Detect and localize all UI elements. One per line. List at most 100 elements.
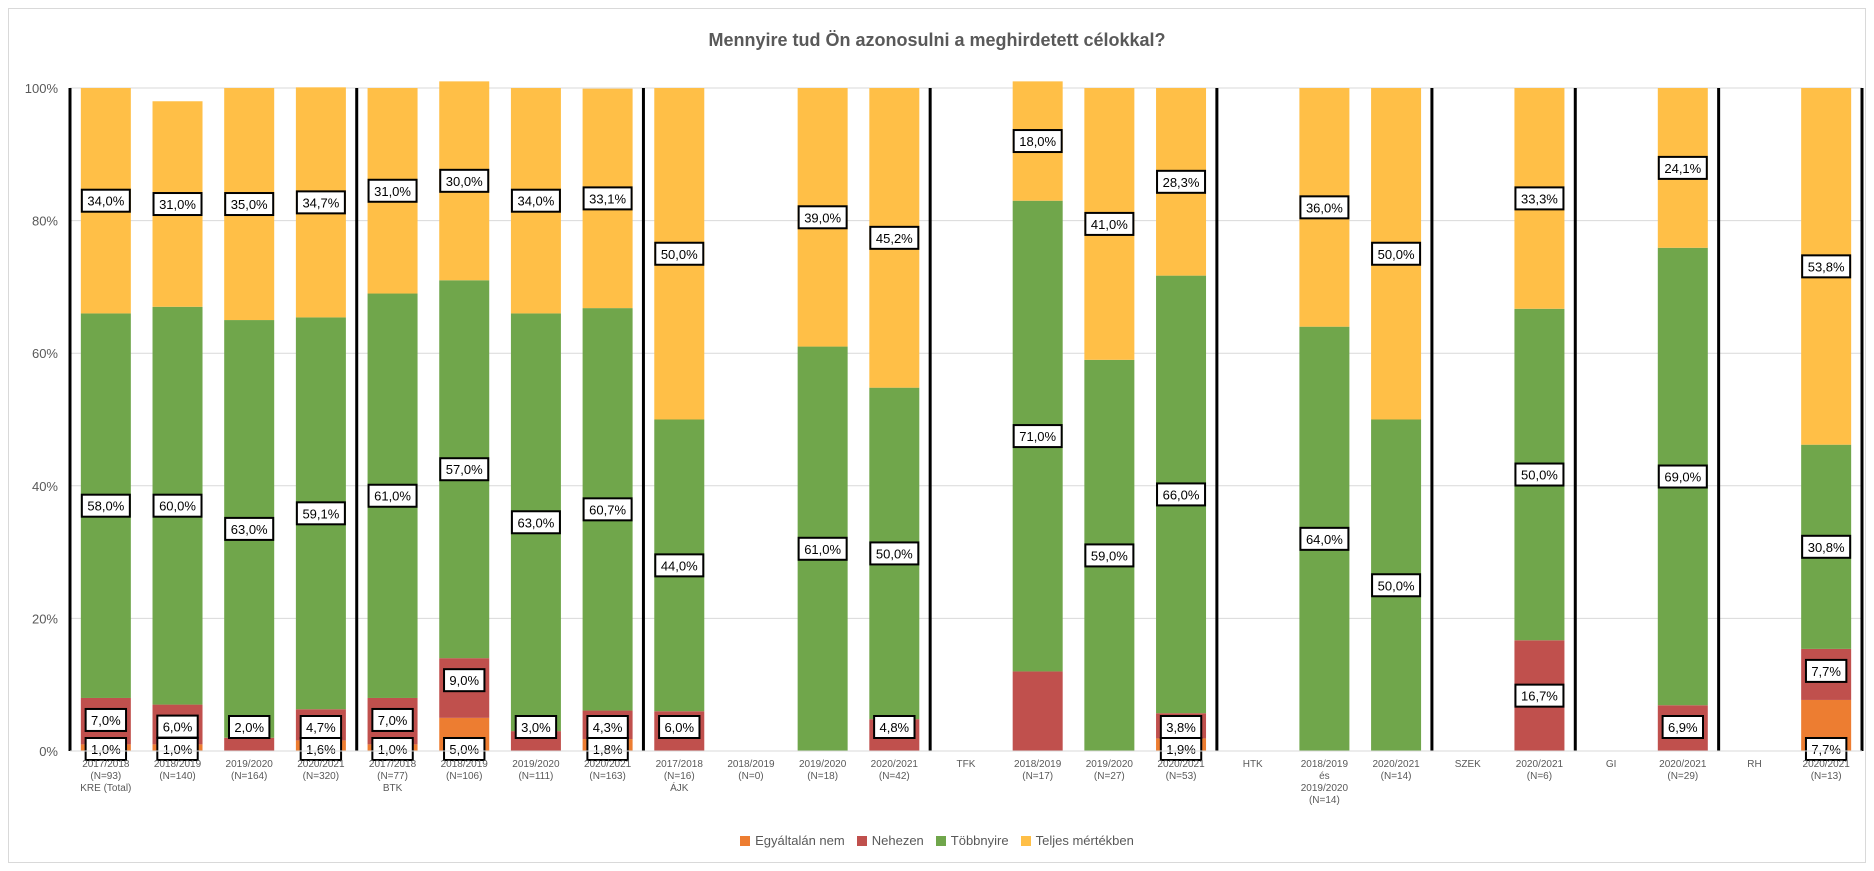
data-label: 1,8% — [593, 742, 623, 757]
data-label: 57,0% — [446, 462, 483, 477]
data-label-box — [371, 737, 414, 761]
data-label-box — [654, 241, 705, 266]
data-label-box — [1012, 129, 1063, 154]
data-label-box — [654, 553, 705, 578]
data-label-box — [1159, 715, 1203, 739]
data-label: 61,0% — [804, 542, 841, 557]
data-label: 31,0% — [374, 184, 411, 199]
data-label: 6,0% — [664, 720, 694, 735]
data-label-box — [1371, 573, 1422, 598]
category-label: SZEK — [1455, 759, 1481, 770]
y-tick-label: 0% — [39, 744, 58, 759]
data-label-box — [797, 536, 848, 561]
data-label-box — [1804, 658, 1848, 683]
data-label-box — [228, 715, 271, 739]
data-label: 7,7% — [1811, 664, 1841, 679]
category-label: 2020/2021 — [871, 759, 919, 770]
category-label: 2020/2021 — [1659, 759, 1707, 770]
data-label-box — [510, 188, 561, 213]
category-label: 2020/2021 — [1803, 759, 1851, 770]
data-label: 63,0% — [231, 522, 268, 537]
data-label-box — [582, 186, 633, 211]
category-label: (N=0) — [738, 771, 763, 782]
category-label: (N=111) — [518, 771, 553, 782]
category-label: 2020/2021 — [297, 759, 345, 770]
data-label: 30,0% — [446, 174, 483, 189]
data-label: 1,9% — [1166, 742, 1196, 757]
data-label-box — [443, 737, 486, 761]
data-label: 69,0% — [1664, 470, 1701, 485]
category-label: HTK — [1243, 759, 1263, 770]
data-label-box — [1801, 254, 1852, 279]
data-label-box — [586, 715, 629, 739]
category-label: RH — [1747, 759, 1761, 770]
legend: Egyáltalán nem Nehezen Többnyire Teljes mér… — [0, 833, 1874, 849]
data-label-box — [1156, 482, 1207, 507]
category-label: (N=17) — [1022, 771, 1053, 782]
data-label-box — [224, 516, 275, 541]
data-label: 1,6% — [306, 742, 336, 757]
y-tick-label: 20% — [32, 611, 58, 626]
data-label: 6,9% — [1668, 720, 1698, 735]
data-label-box — [152, 192, 203, 217]
legend-label: Egyáltalán nem — [755, 833, 845, 848]
category-label: (N=163) — [589, 771, 625, 782]
category-label: (N=16) — [664, 771, 695, 782]
data-label: 3,0% — [521, 720, 551, 735]
data-label: 66,0% — [1163, 487, 1200, 502]
category-label: (N=93) — [90, 771, 121, 782]
data-label: 3,8% — [1166, 720, 1196, 735]
category-label: ÁJK — [670, 781, 689, 794]
data-label: 53,8% — [1808, 259, 1845, 274]
data-label: 1,0% — [378, 742, 408, 757]
data-label: 64,0% — [1306, 532, 1343, 547]
category-label: 2020/2021 — [1516, 759, 1564, 770]
data-label: 59,0% — [1091, 548, 1128, 563]
category-label: (N=13) — [1811, 771, 1842, 782]
data-label-box — [869, 225, 920, 250]
bar-segment-nehezen — [224, 737, 275, 751]
category-label: (N=140) — [159, 771, 195, 782]
y-tick-label: 80% — [32, 214, 58, 229]
data-label: 58,0% — [87, 499, 124, 514]
data-label-box — [1514, 683, 1565, 708]
data-label: 60,0% — [159, 499, 196, 514]
y-tick-label: 100% — [25, 81, 59, 96]
data-label-box — [84, 737, 128, 761]
category-label: BTK — [383, 783, 403, 794]
data-label-box — [224, 192, 275, 217]
category-label: és — [1319, 771, 1330, 782]
data-label-box — [1299, 526, 1350, 551]
category-label: 2019/2020 — [799, 759, 847, 770]
data-label-box — [1801, 534, 1852, 559]
data-label: 45,2% — [876, 231, 913, 246]
data-label: 61,0% — [374, 489, 411, 504]
data-label-box — [1657, 155, 1708, 180]
data-label: 7,7% — [1811, 742, 1841, 757]
bar-segment-nehezen — [1012, 671, 1063, 751]
data-label-box — [1514, 186, 1565, 211]
category-label: (N=106) — [446, 771, 482, 782]
legend-item: Többnyire — [935, 833, 1009, 848]
legend-item: Egyáltalán nem — [740, 833, 845, 848]
data-label-box — [80, 188, 131, 213]
data-label-box — [1156, 169, 1207, 194]
category-label: 2018/2019 — [1014, 759, 1062, 770]
category-label: 2018/2019 — [1301, 759, 1349, 770]
data-label: 6,0% — [163, 720, 193, 735]
category-label: (N=320) — [303, 771, 339, 782]
data-label: 50,0% — [661, 247, 698, 262]
data-label: 7,0% — [91, 713, 121, 728]
data-label: 7,0% — [378, 713, 408, 728]
y-tick-label: 60% — [32, 346, 58, 361]
data-label-box — [582, 497, 633, 522]
category-label: (N=14) — [1309, 795, 1340, 806]
data-label-box — [873, 715, 916, 739]
category-label: (N=42) — [879, 771, 910, 782]
data-label: 16,7% — [1521, 689, 1558, 704]
category-label: 2020/2021 — [1372, 759, 1420, 770]
category-label: 2017/2018 — [369, 759, 417, 770]
data-label-box — [367, 178, 418, 203]
data-label-box — [439, 168, 490, 193]
data-label-box — [658, 715, 701, 739]
